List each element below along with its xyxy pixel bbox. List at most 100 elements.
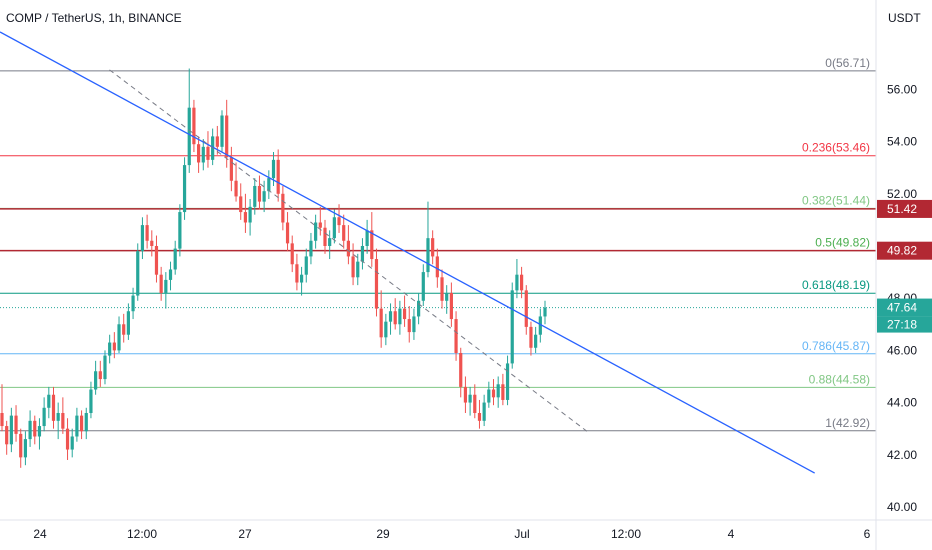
fib-level-label: 0.786(45.87)	[802, 339, 870, 353]
candle-body	[164, 279, 168, 293]
candle-body	[510, 290, 514, 364]
candle-body	[234, 180, 238, 197]
candle-body	[519, 274, 524, 291]
price-tag-label: 47.64	[887, 301, 917, 315]
candle-body	[356, 261, 360, 278]
candle-body	[323, 227, 327, 246]
fib-level-label: 0.618(48.19)	[802, 278, 870, 292]
candle-body	[454, 319, 458, 353]
candle-body	[501, 384, 505, 400]
candle-body	[431, 238, 435, 257]
price-tag-label: 49.82	[887, 244, 917, 258]
candle-body	[201, 146, 205, 163]
trendline[interactable]	[0, 31, 815, 474]
candle-body	[243, 212, 248, 223]
x-tick-label: 12:00	[127, 527, 157, 541]
candle-body	[56, 413, 60, 421]
candle-body	[112, 342, 116, 351]
candle-body	[140, 225, 145, 252]
candle-body	[122, 324, 126, 335]
candle-body	[538, 316, 542, 335]
price-tag	[877, 298, 932, 317]
price-tag	[877, 241, 932, 260]
candle-body	[398, 308, 402, 325]
candle-body	[285, 222, 290, 244]
candle-body	[154, 245, 159, 275]
candle-body	[515, 274, 519, 291]
candle-body	[187, 107, 191, 166]
candle-body	[468, 394, 472, 403]
candle-body	[374, 259, 379, 309]
dashed-trendline[interactable]	[109, 69, 588, 432]
candle-body	[384, 321, 388, 338]
fib-level-label: 0.236(53.46)	[802, 141, 870, 155]
candle-body	[459, 352, 463, 387]
candle-body	[220, 115, 224, 147]
candle-body	[89, 389, 93, 414]
candle-body	[449, 292, 453, 320]
candle-body	[402, 308, 407, 320]
candle-body	[65, 428, 70, 450]
candle-body	[314, 222, 318, 241]
candle-body	[173, 248, 177, 270]
candle-body	[388, 311, 393, 322]
candle-body	[463, 386, 468, 403]
candle-body	[440, 277, 444, 301]
candle-body	[309, 240, 313, 257]
chart-title: COMP / TetherUS, 1h, BINANCE	[6, 11, 182, 25]
candle-body	[51, 394, 56, 421]
candle-body	[496, 384, 500, 398]
candle-body	[28, 420, 32, 440]
candle-body	[487, 389, 491, 403]
candle-body	[417, 300, 421, 317]
candle-body	[365, 230, 369, 246]
candle-body	[482, 402, 486, 421]
candle-body	[360, 245, 365, 262]
candle-body	[318, 222, 322, 228]
candle-body	[290, 243, 294, 265]
candle-body	[98, 371, 102, 380]
x-tick-label: 29	[376, 527, 390, 541]
candle-body	[182, 165, 187, 213]
candle-body	[370, 230, 374, 260]
x-tick-label: 6	[864, 527, 871, 541]
candle-body	[75, 415, 79, 437]
x-tick-label: Jul	[514, 527, 529, 541]
candle-body	[337, 217, 341, 226]
candle-body	[145, 225, 149, 241]
candle-body	[445, 292, 449, 301]
fib-level-label: 0.5(49.82)	[815, 236, 870, 250]
candle-body	[351, 256, 355, 278]
candle-body	[276, 159, 280, 194]
candle-body	[126, 311, 130, 335]
candle-body	[332, 217, 336, 239]
candle-body	[393, 311, 397, 325]
countdown-tag	[877, 316, 932, 333]
candle-body	[543, 307, 547, 317]
candle-body	[108, 342, 112, 356]
candle-body	[5, 426, 9, 445]
candle-body	[271, 159, 276, 179]
candle-body	[491, 389, 496, 398]
fib-level-label: 0.382(51.44)	[802, 193, 870, 207]
candle-body	[421, 272, 425, 301]
price-tag-label: 51.42	[887, 202, 917, 216]
candle-body	[328, 238, 332, 246]
candle-body	[477, 413, 482, 421]
candle-body	[346, 240, 350, 257]
candle-body	[529, 326, 533, 348]
candle-body	[61, 413, 65, 429]
x-tick-label: 27	[238, 527, 252, 541]
y-tick-label: 46.00	[887, 343, 917, 357]
candle-body	[295, 264, 299, 283]
candle-body	[215, 136, 219, 147]
y-tick-label: 42.00	[887, 448, 917, 462]
candle-body	[281, 193, 285, 223]
candle-body	[379, 308, 383, 338]
candle-body	[505, 363, 510, 400]
candle-body	[412, 316, 416, 333]
candle-body	[248, 206, 252, 223]
y-tick-label: 52.00	[887, 187, 917, 201]
